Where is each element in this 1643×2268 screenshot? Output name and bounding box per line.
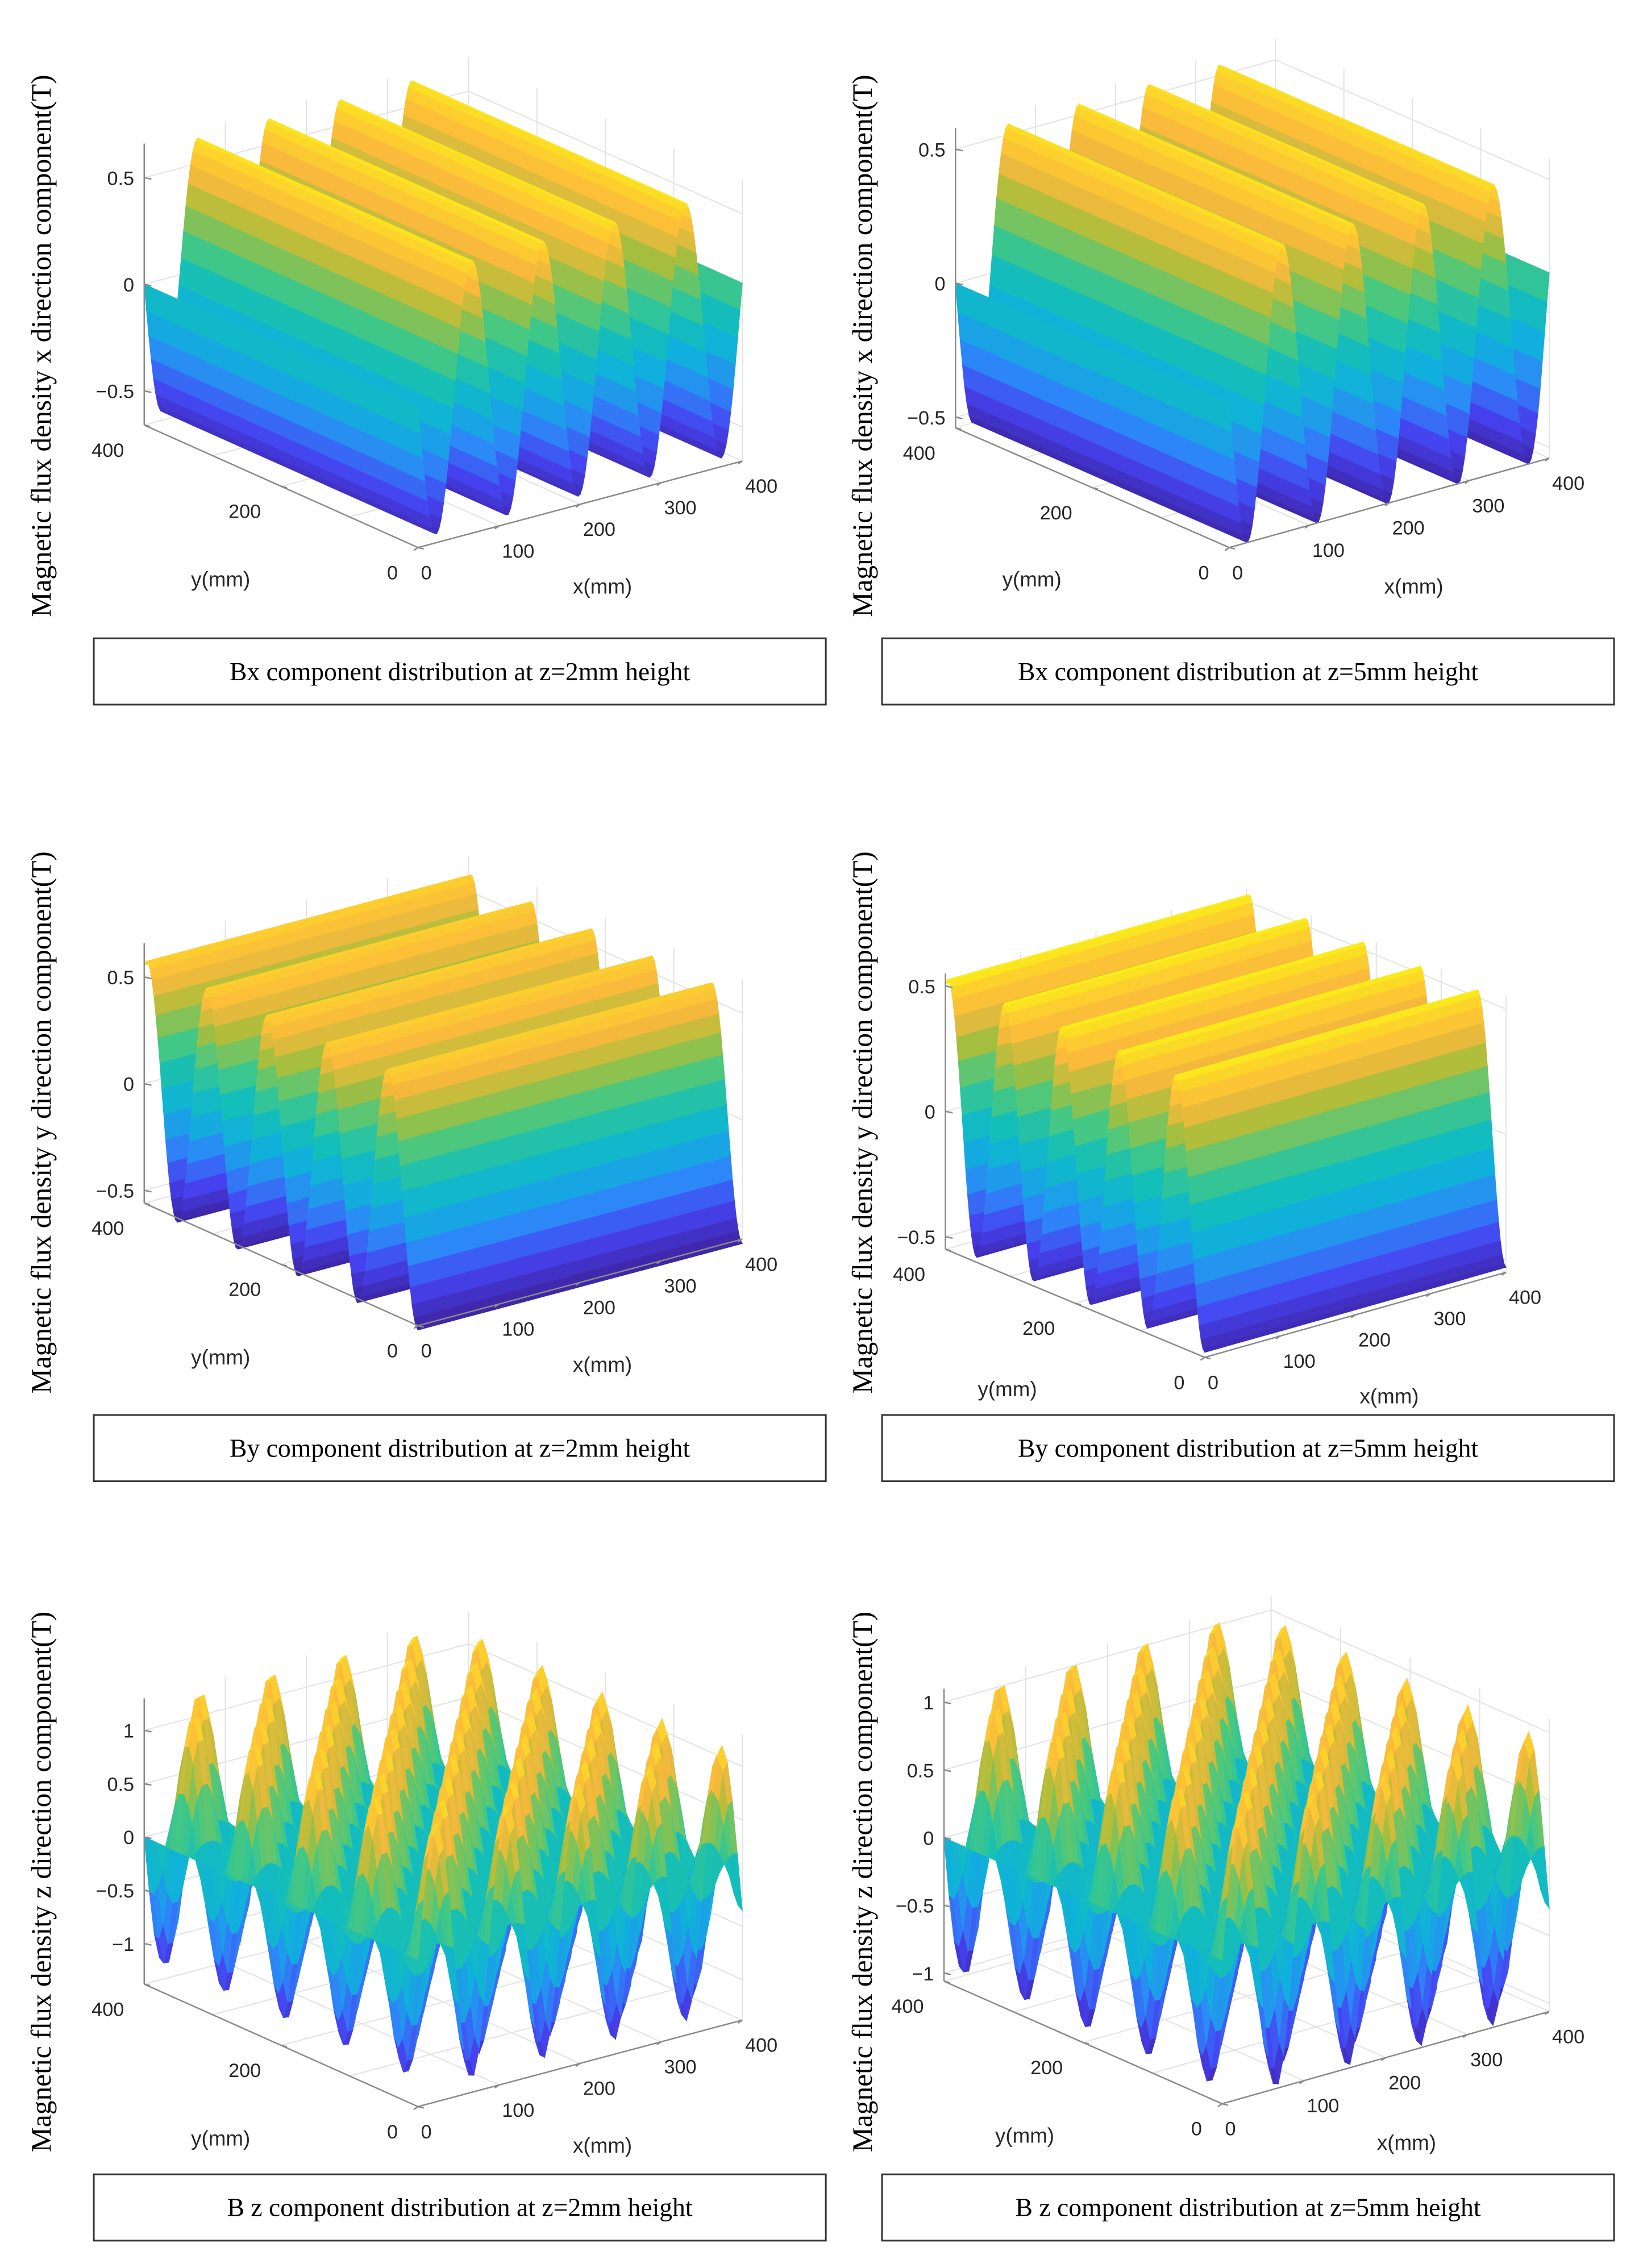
y-tick-label: 200 (1022, 1318, 1055, 1339)
x-tick-label: 300 (664, 1275, 696, 1297)
z-tick-label: 0.5 (107, 967, 134, 989)
z-tick-label: 0.5 (918, 139, 946, 161)
x-tick-label: 100 (1312, 540, 1345, 561)
grid-line (468, 90, 743, 215)
x-tick-label: 400 (745, 1254, 777, 1275)
caption-text: By component distribution at z=5mm heigh… (1018, 1433, 1478, 1462)
z-tick (144, 1083, 152, 1086)
x-tick-label: 100 (502, 540, 534, 562)
z-tick-label: −0.5 (897, 1227, 935, 1249)
x-tick-label: 0 (421, 562, 432, 584)
surface (143, 874, 743, 1331)
z-tick-label: 0 (935, 273, 946, 295)
z-tick-label: 0.5 (107, 168, 134, 189)
y-axis-label: y(mm) (1003, 568, 1062, 591)
z-axis-label: Magnetic flux density x direction compon… (26, 74, 57, 617)
x-tick (1200, 1356, 1205, 1361)
x-tick (413, 547, 419, 551)
caption-text: By component distribution at z=2mm heigh… (230, 1433, 690, 1462)
caption-text: Bx component distribution at z=5mm heigh… (1018, 657, 1478, 686)
y-tick-label: 400 (893, 1264, 925, 1285)
y-tick (1229, 547, 1236, 550)
y-tick-label: 200 (228, 501, 261, 523)
x-axis-label: x(mm) (1384, 575, 1444, 598)
x-axis-label: x(mm) (573, 575, 632, 598)
z-tick-label: −0.5 (95, 381, 134, 403)
y-tick-label: 400 (903, 443, 935, 464)
x-tick-label: 400 (1509, 1287, 1541, 1309)
x-tick-label: 200 (1358, 1329, 1391, 1351)
surface (144, 80, 743, 535)
y-tick (281, 485, 288, 489)
y-axis-label: y(mm) (978, 1378, 1037, 1401)
y-tick (281, 1263, 288, 1267)
y-tick-label: 200 (1040, 502, 1072, 524)
y-tick (1075, 1302, 1082, 1306)
y-tick-label: 200 (228, 1279, 261, 1301)
z-tick-label: 0 (123, 274, 134, 296)
z-tick-label: −0.5 (95, 1180, 134, 1202)
y-tick (1204, 1356, 1211, 1360)
x-tick-label: 200 (583, 1297, 615, 1318)
surface-plot-panel: 0 100 200 300 400 0 200 400 −0.5 0 0.5 x(mm) y(mm) Ma… (26, 57, 827, 706)
z-tick (144, 390, 152, 393)
surface-plot-panel: 0 100 200 300 400 0 200 400 −0.5 0 0.5 x(mm) y(mm) Ma… (847, 38, 1615, 706)
z-tick (955, 416, 963, 419)
x-tick-label: 100 (502, 1318, 534, 1340)
z-tick (945, 1236, 953, 1239)
x-tick-label: 200 (583, 519, 615, 540)
y-tick (1092, 487, 1099, 490)
x-tick-label: 0 (421, 1341, 432, 1362)
caption-text: Bx component distribution at z=2mm heigh… (230, 657, 690, 686)
z-tick-label: 0.5 (908, 976, 935, 998)
y-tick-label: 0 (387, 562, 398, 584)
z-tick (144, 177, 152, 180)
x-tick-label: 0 (1208, 1372, 1218, 1393)
z-tick-label: −0.5 (907, 407, 946, 429)
surface-plot-panel: 0 100 200 300 400 0 200 400 −0.5 0 0.5 x(mm) y(mm) Ma… (847, 851, 1615, 1483)
x-tick-label: 300 (1472, 495, 1504, 517)
z-tick (955, 148, 963, 152)
y-tick (945, 1249, 952, 1252)
x-tick-label: 0 (1232, 562, 1243, 584)
y-axis-label: y(mm) (191, 1346, 250, 1369)
x-tick (1224, 547, 1230, 551)
z-axis-label: Magnetic flux density y direction compon… (26, 851, 57, 1393)
x-axis-label: x(mm) (1359, 1385, 1419, 1408)
z-axis-label: Magnetic flux density x direction compon… (847, 74, 878, 617)
z-tick (945, 1110, 953, 1114)
x-tick-label: 100 (1283, 1351, 1316, 1372)
y-tick-label: 400 (91, 440, 124, 461)
z-tick (144, 1189, 152, 1193)
y-tick (955, 427, 962, 430)
x-tick-label: 300 (664, 497, 696, 519)
surface-plot-panel: 0 100 200 300 400 0 200 400 −0.5 0 0.5 x(mm) y(mm) Ma… (26, 851, 827, 1483)
y-tick (418, 547, 424, 550)
z-axis-label: Magnetic flux density y direction compon… (847, 851, 878, 1393)
y-tick-label: 400 (91, 1218, 124, 1239)
x-tick-label: 400 (745, 476, 777, 497)
x-axis-label: x(mm) (573, 1353, 632, 1376)
y-tick (144, 424, 151, 427)
surface (955, 64, 1550, 543)
x-tick-label: 200 (1392, 518, 1425, 539)
surface-plot-panel: 01002003004000200400−1−0.500.51x(mm)y(mm… (26, 1612, 827, 2242)
z-tick-label: 0 (123, 1074, 134, 1096)
z-tick-label: 0 (925, 1101, 935, 1123)
y-tick-label: 0 (1174, 1372, 1184, 1393)
x-tick-label: 400 (1552, 473, 1584, 494)
y-tick-label: 0 (1199, 562, 1209, 584)
y-tick (144, 1202, 151, 1205)
x-tick-label: 300 (1433, 1308, 1466, 1330)
y-axis-label: y(mm) (191, 568, 250, 591)
y-tick-label: 0 (387, 1341, 398, 1362)
z-tick (144, 976, 152, 980)
